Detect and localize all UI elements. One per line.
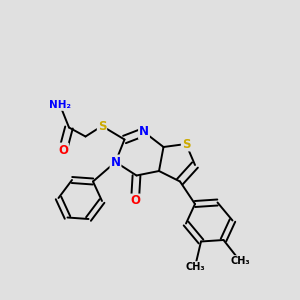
Text: N: N: [139, 125, 149, 139]
Text: S: S: [98, 119, 106, 133]
Text: CH₃: CH₃: [230, 256, 250, 266]
Text: N: N: [110, 155, 121, 169]
Text: O: O: [58, 143, 68, 157]
Text: S: S: [182, 137, 190, 151]
Text: O: O: [130, 194, 140, 208]
Text: NH₂: NH₂: [49, 100, 71, 110]
Text: CH₃: CH₃: [185, 262, 205, 272]
